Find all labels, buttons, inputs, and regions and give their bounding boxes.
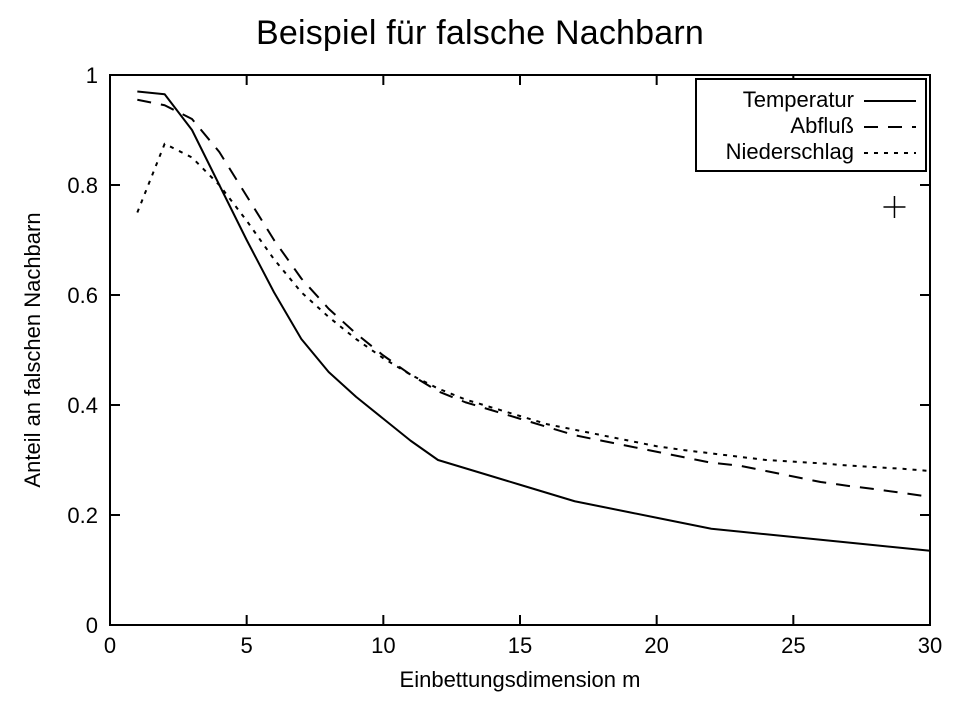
x-tick-label: 15: [508, 633, 532, 658]
y-axis-label: Anteil an falschen Nachbarn: [20, 212, 45, 487]
y-tick-label: 0.6: [67, 283, 98, 308]
y-tick-label: 0.8: [67, 173, 98, 198]
y-tick-label: 1: [86, 63, 98, 88]
page-title: Beispiel für falsche Nachbarn: [0, 0, 960, 55]
x-axis-label: Einbettungsdimension m: [400, 667, 641, 692]
legend-label: Niederschlag: [726, 139, 854, 164]
x-tick-label: 5: [241, 633, 253, 658]
x-tick-label: 0: [104, 633, 116, 658]
x-tick-label: 25: [781, 633, 805, 658]
y-tick-label: 0.4: [67, 393, 98, 418]
y-tick-label: 0: [86, 613, 98, 638]
x-tick-label: 20: [644, 633, 668, 658]
line-chart: 0 5 10 15 20 25 30 0 0.2 0.4 0.6 0.8 1 Einbettungsdim…: [0, 55, 960, 715]
legend-label: Abfluß: [790, 113, 854, 138]
x-tick-label: 30: [918, 633, 942, 658]
legend-label: Temperatur: [743, 87, 854, 112]
chart-container: 0 5 10 15 20 25 30 0 0.2 0.4 0.6 0.8 1 Einbettungsdim…: [0, 55, 960, 715]
y-tick-label: 0.2: [67, 503, 98, 528]
x-tick-label: 10: [371, 633, 395, 658]
